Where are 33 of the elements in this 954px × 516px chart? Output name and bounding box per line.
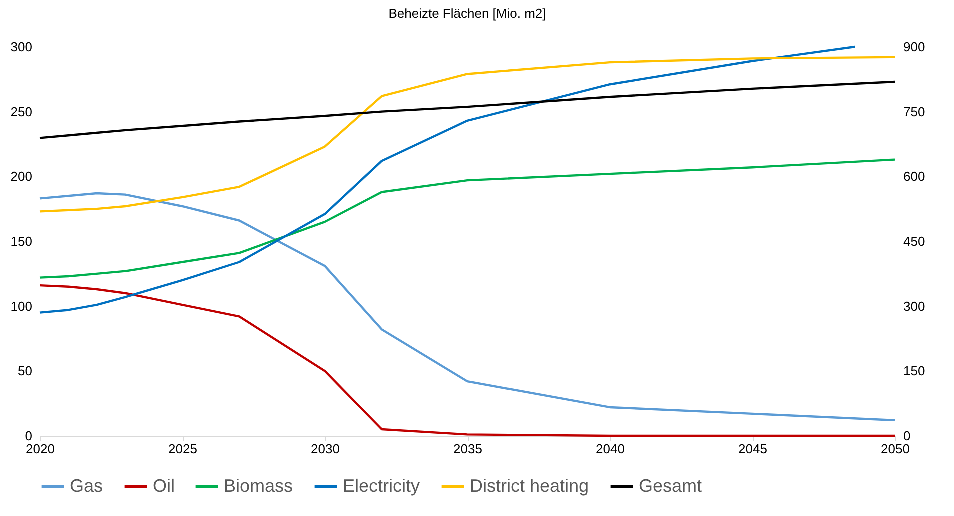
y2-tick-label: 0	[904, 428, 911, 444]
y-tick-label: 250	[10, 104, 32, 120]
legend-label: Biomass	[224, 476, 294, 496]
y2-tick-label: 450	[904, 234, 926, 249]
y-tick-label: 300	[10, 40, 32, 54]
x-tick-label: 2035	[454, 442, 482, 456]
y2-tick-label: 300	[904, 298, 926, 314]
y2-tick-label: 600	[904, 169, 926, 184]
y-tick-label: 200	[10, 169, 32, 184]
x-tick-label: 2040	[596, 442, 625, 456]
x-tick-label: 2030	[311, 442, 340, 456]
legend-label: District heating	[470, 476, 590, 496]
y-tick-label: 100	[10, 298, 32, 314]
x-tick-label: 2020	[26, 442, 55, 456]
y-tick-label: 0	[25, 428, 32, 444]
y2-tick-label: 750	[904, 104, 926, 120]
chart-title: Beheizte Flächen [Mio. m2]	[388, 6, 546, 21]
legend-label: Electricity	[343, 476, 420, 496]
line-series	[38, 192, 896, 422]
legend-label: Gesamt	[639, 476, 702, 496]
x-tick-label: 2025	[168, 442, 198, 456]
line-series	[38, 56, 896, 213]
y2-tick-label: 150	[904, 364, 926, 379]
y-tick-label: 150	[10, 234, 32, 249]
x-tick-label: 2050	[881, 442, 910, 456]
line-series	[38, 46, 856, 314]
legend-label: Gas	[70, 476, 104, 496]
line-series	[38, 80, 896, 140]
legend-label: Oil	[153, 476, 175, 496]
line-series	[38, 158, 896, 279]
x-tick-label: 2045	[738, 442, 768, 456]
y2-tick-label: 900	[904, 40, 926, 54]
y-tick-label: 50	[18, 364, 32, 379]
